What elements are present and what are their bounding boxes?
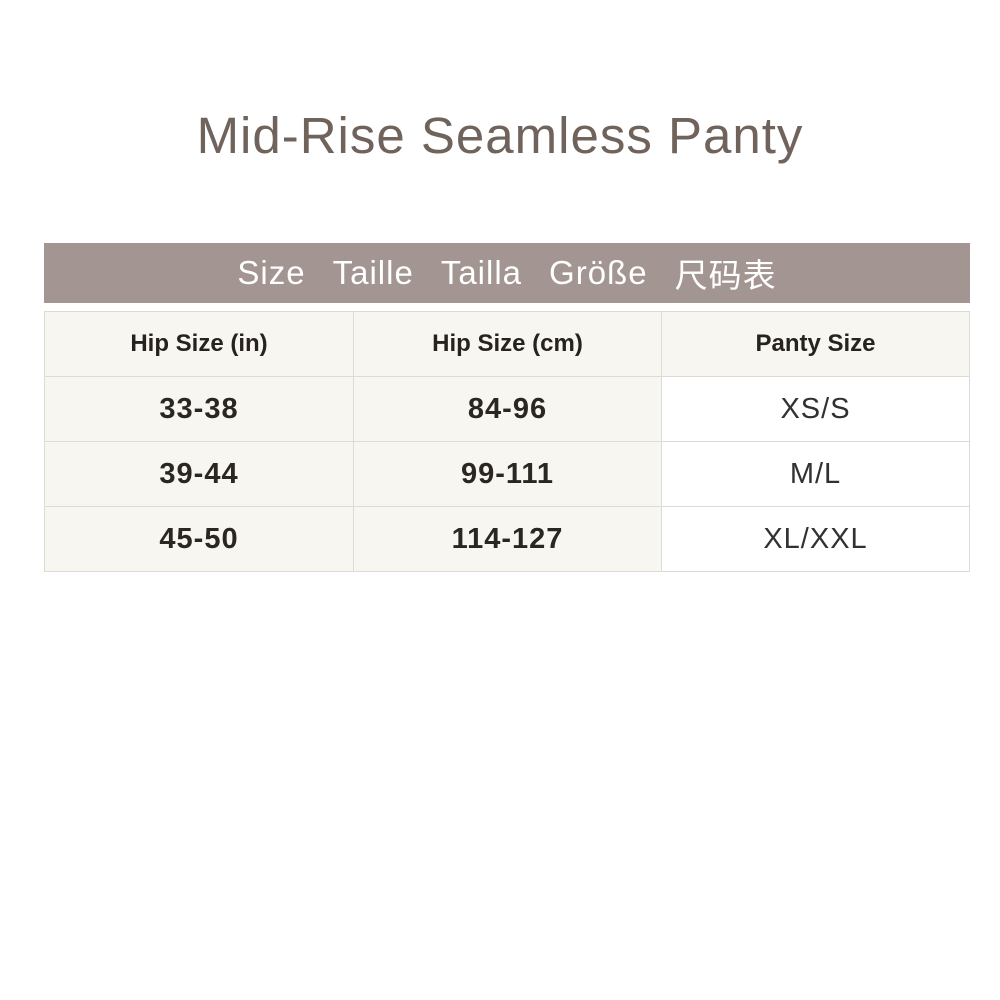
banner-label-groesse: Größe [549,254,648,291]
table-row: 33-38 84-96 XS/S [45,377,970,442]
table-row: 39-44 99-111 M/L [45,442,970,507]
size-banner: Size Taille Tailla Größe 尺码表 [44,243,970,303]
column-header-panty-size: Panty Size [662,312,970,377]
banner-label-taille: Taille [332,254,414,291]
cell-hip-in: 45-50 [45,507,354,572]
banner-label-cjk: 尺码表 [674,257,777,294]
cell-panty-size: XL/XXL [662,507,970,572]
cell-panty-size: XS/S [662,377,970,442]
table-header-row: Hip Size (in) Hip Size (cm) Panty Size [45,312,970,377]
cell-hip-cm: 99-111 [354,442,662,507]
column-header-hip-size-cm: Hip Size (cm) [354,312,662,377]
cell-hip-cm: 84-96 [354,377,662,442]
product-title: Mid-Rise Seamless Panty [196,107,804,164]
banner-label-tailla: Tailla [440,254,523,291]
banner-label-size: Size [237,254,306,291]
cell-hip-in: 33-38 [45,377,354,442]
cell-hip-cm: 114-127 [354,507,662,572]
column-header-hip-size-in: Hip Size (in) [45,312,354,377]
size-table: Hip Size (in) Hip Size (cm) Panty Size 3… [44,311,970,572]
cell-panty-size: M/L [662,442,970,507]
table-row: 45-50 114-127 XL/XXL [45,507,970,572]
cell-hip-in: 39-44 [45,442,354,507]
